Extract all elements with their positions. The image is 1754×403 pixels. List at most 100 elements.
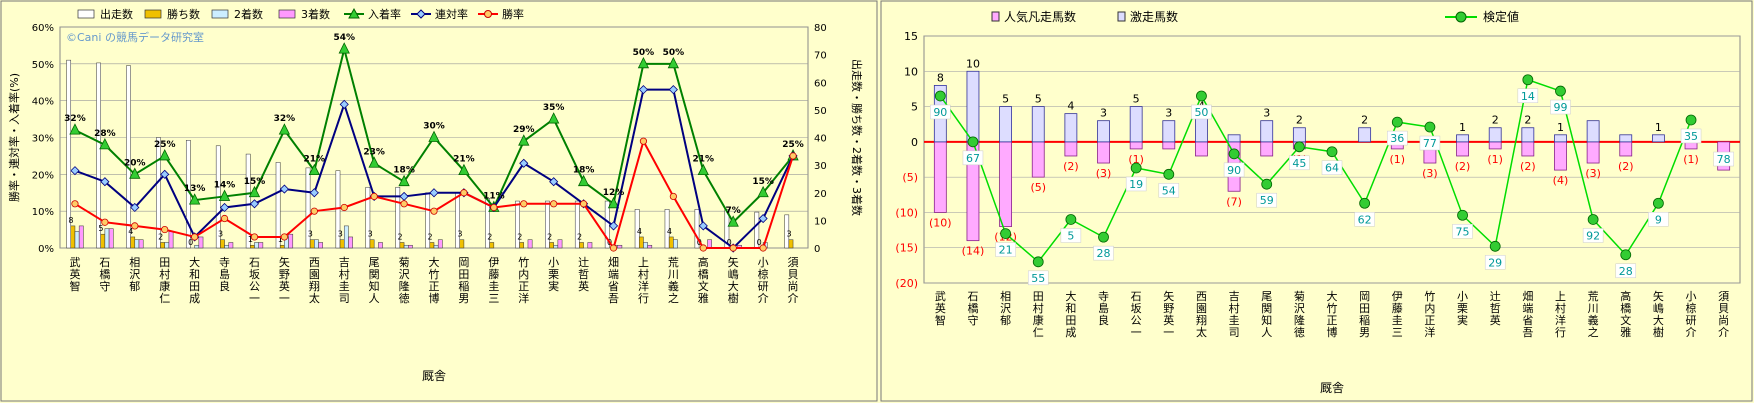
test-value-label: 75 [1456,225,1470,238]
neg-count-label: (2) [1520,160,1536,173]
marker-勝率 [789,152,797,160]
test-label-bg [1713,151,1734,167]
marker-検定値 [1293,141,1305,153]
bar-激走馬数 [1064,113,1078,143]
bar-激走馬数 [1292,127,1306,143]
data-label: 29% [513,125,535,135]
marker-連対率 [698,221,708,231]
test-label-bg [930,104,951,120]
marker-入着率 [757,185,769,198]
test-value-label: 77 [1423,137,1437,150]
x-axis-title: 厩舎 [1320,381,1344,395]
marker-検定値 [1685,114,1697,126]
win-count-label: 2 [487,232,492,241]
bar-勝ち数 [369,239,375,249]
data-label: 21% [693,155,715,165]
test-label-bg [1354,212,1375,227]
neg-count-label: (5) [1030,181,1046,194]
bar-3着数 [617,244,623,249]
data-label: 13% [184,184,206,194]
y2-tick-label: 40 [814,134,827,145]
marker-勝率 [131,222,139,230]
test-label-bg [1321,160,1343,175]
win-count-label: 2 [398,232,403,241]
bar-人気凡走馬数 [933,141,947,213]
data-label: 23% [363,147,385,157]
x-tick-label: 竹内正洋 [518,255,529,305]
legend-marker [1455,11,1467,23]
y-tick-label: 15 [904,30,918,43]
test-value-label: 64 [1325,162,1339,175]
x-tick-label: 石坂公一 [249,256,260,305]
win-count-label: 2 [158,232,163,241]
marker-検定値 [1130,162,1142,174]
marker-入着率 [99,137,111,150]
bar-出走数 [305,167,311,249]
marker-入着率 [577,174,590,187]
test-value-label: 67 [966,152,980,165]
marker-検定値 [1587,214,1599,225]
marker-勝率 [729,244,737,252]
plot-area [923,35,1741,284]
marker-連対率 [100,177,110,187]
x-tick-label: 竹内正洋 [1424,289,1435,339]
data-label: 25% [782,140,804,150]
marker-連対率 [249,199,260,209]
marker-検定値 [1228,148,1240,160]
win-count-label: 0 [188,238,193,247]
bar-2着数 [673,239,678,249]
marker-入着率 [218,189,231,201]
bar-3着数 [108,228,114,249]
bar-勝ち数 [160,242,165,249]
bar-2着数 [74,231,80,249]
test-value-label: 90 [933,106,947,119]
marker-検定値 [1000,228,1011,240]
x-tick-label: 石橋守 [967,290,978,327]
marker-勝率 [280,233,288,241]
test-value-label: 28 [1619,265,1633,278]
x-axis-title: 厩舎 [422,369,446,383]
win-count-label: 3 [308,230,313,239]
data-label: 14% [214,180,236,190]
bar-勝ち数 [279,244,285,249]
legend-label: 3着数 [301,7,330,21]
legend-marker [484,10,492,18]
marker-勝率 [101,218,109,226]
test-label-bg [962,150,984,166]
marker-連対率 [608,221,619,231]
bar-出走数 [66,59,72,249]
marker-入着率 [188,193,201,205]
test-value-label: 59 [1260,194,1274,207]
legend-label: 入着率 [368,7,401,21]
y-tick-label: 10% [32,207,54,218]
marker-連対率 [668,85,678,95]
test-value-label: 9 [1655,213,1662,226]
marker-検定値 [1653,197,1664,209]
bar-3着数 [647,244,653,249]
x-tick-label: 菊沢隆徳 [1294,290,1305,339]
y-tick-label: 0% [38,244,54,255]
marker-連対率 [309,188,319,198]
data-label: 18% [573,166,595,176]
legend-label: 勝ち数 [167,7,200,21]
y2-tick-label: 60 [814,78,827,89]
test-value-label: 78 [1717,153,1731,166]
win-count-label: 2 [427,232,432,241]
test-label-bg [1125,176,1147,192]
test-label-bg [1680,128,1702,144]
test-value-label: 19 [1129,178,1143,191]
legend-label: 人気凡走馬数 [1004,9,1076,24]
x-tick-label: 上村洋行 [638,256,649,305]
y-axis-title: 勝率・連対率・入着率(%) [7,73,21,202]
test-label-bg [1027,270,1049,286]
test-label-bg [1060,228,1082,243]
marker-入着率 [278,123,291,135]
marker-勝率 [669,192,677,201]
data-label: 21% [304,155,326,165]
legend-marker [348,7,360,19]
y2-axis-title: 出走数・勝ち数・2着数・3着数 [850,59,864,216]
bar-勝ち数 [309,239,315,249]
bar-3着数 [557,239,563,249]
legend-swatch [77,9,95,19]
y-tick-label: 40% [32,97,54,108]
